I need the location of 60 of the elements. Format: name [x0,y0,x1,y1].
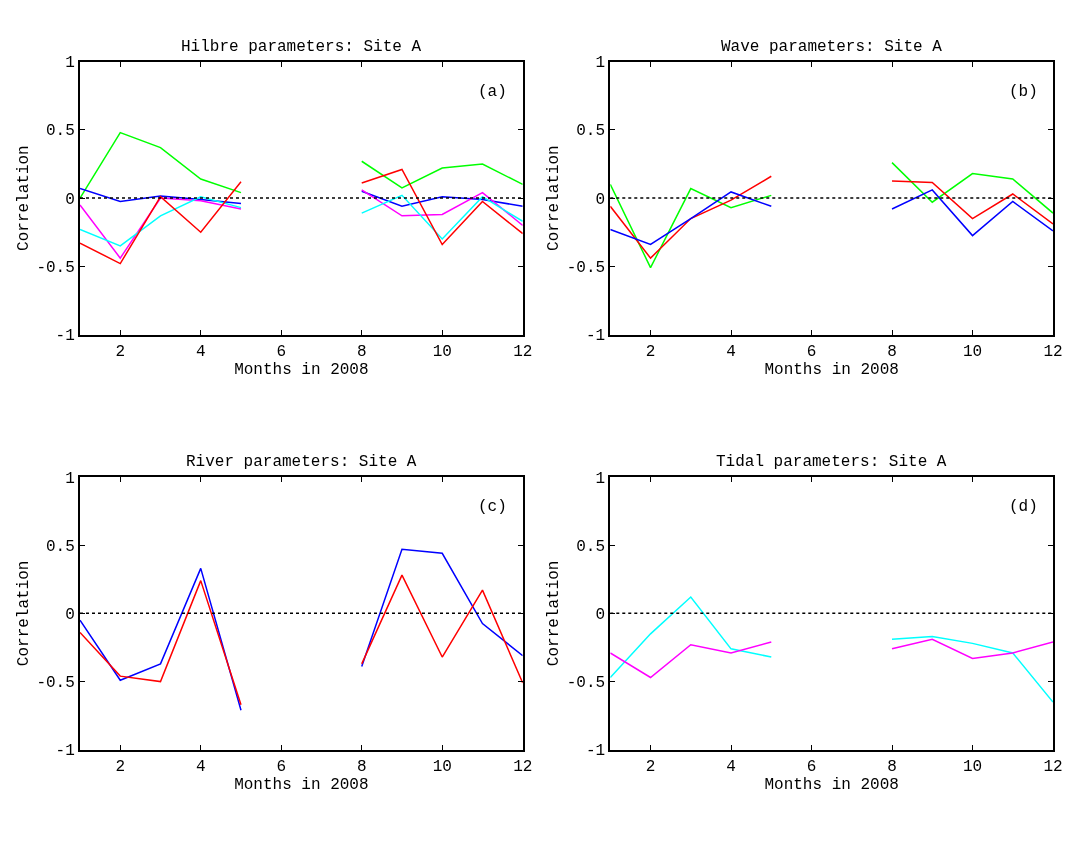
y-tick-label: 1 [595,469,606,488]
x-axis-title: Months in 2008 [764,776,899,795]
y-tick-label: -1 [55,327,75,346]
y-tick-label: 1 [595,54,606,73]
y-tick-label: 0 [595,190,606,209]
x-tick-label: 4 [726,342,736,361]
y-tick-label: -0.5 [566,258,606,277]
y-tick-label: -0.5 [566,674,606,693]
annotation: (a) [478,83,507,101]
annotation: (d) [1009,498,1038,516]
y-tick-label: 0 [65,605,75,624]
x-tick-label: 6 [276,342,287,361]
chart-title: River parameters: Site A [186,453,417,471]
y-tick-label: 1 [65,469,75,488]
x-tick-label: 8 [887,758,897,777]
y-tick-label: 1 [65,54,75,73]
y-tick-label: 0.5 [45,537,75,556]
y-tick-label: -0.5 [36,258,75,277]
x-tick-label: 12 [1043,758,1063,777]
x-axis-title: Months in 2008 [234,776,369,795]
y-axis-title: Correlation [545,145,564,251]
x-tick-label: 2 [645,342,656,361]
x-tick-label: 8 [356,758,367,777]
y-tick-label: 0.5 [45,122,75,141]
chart-title: Wave parameters: Site A [721,38,943,56]
x-tick-label: 6 [276,758,287,777]
annotation: (b) [1009,83,1038,101]
x-axis-title: Months in 2008 [764,360,899,379]
y-axis-title: Correlation [14,145,33,251]
x-tick-label: 10 [432,342,452,361]
chart-title: Tidal parameters: Site A [716,453,947,471]
x-tick-label: 10 [962,758,983,777]
y-tick-label: 0 [595,605,606,624]
y-tick-label: -1 [55,742,75,761]
y-tick-label: 0 [65,190,75,209]
x-tick-label: 12 [513,758,533,777]
y-axis-title: Correlation [14,560,33,667]
x-tick-label: 10 [962,342,983,361]
y-tick-label: 0.5 [576,537,606,556]
y-axis-title: Correlation [545,560,564,667]
x-tick-label: 12 [1043,342,1063,361]
x-tick-label: 8 [887,342,897,361]
x-tick-label: 6 [806,758,817,777]
y-tick-label: -1 [585,327,606,346]
x-tick-label: 4 [195,342,206,361]
x-tick-label: 8 [356,342,367,361]
x-tick-label: 2 [115,342,126,361]
x-tick-label: 12 [513,342,533,361]
y-tick-label: 0.5 [576,122,606,141]
x-tick-label: 2 [645,758,656,777]
x-tick-label: 4 [726,758,736,777]
annotation: (c) [478,498,507,516]
y-tick-label: -0.5 [36,674,75,693]
x-axis-title: Months in 2008 [234,360,369,379]
chart-title: Hilbre parameters: Site A [181,38,422,56]
x-tick-label: 10 [432,758,452,777]
x-tick-label: 6 [806,342,817,361]
y-tick-label: -1 [585,742,606,761]
x-tick-label: 2 [115,758,126,777]
x-tick-label: 4 [195,758,206,777]
